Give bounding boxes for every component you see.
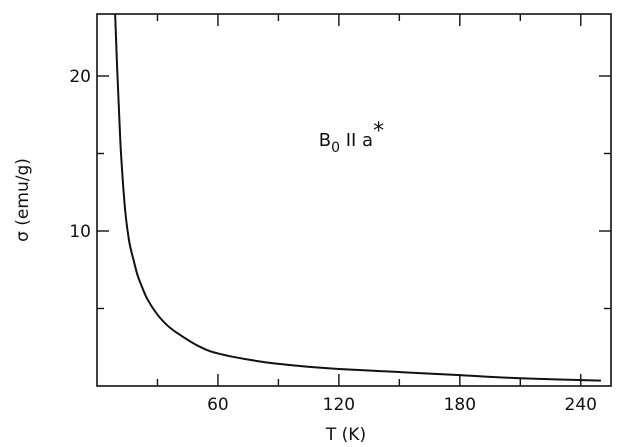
data-point xyxy=(128,241,130,243)
data-point xyxy=(118,114,120,116)
y-tick-label: 20 xyxy=(69,67,91,87)
data-point xyxy=(166,324,168,326)
data-point xyxy=(132,258,134,260)
x-axis-label: T (K) xyxy=(325,425,366,445)
x-tick-label: 120 xyxy=(323,395,355,415)
data-point xyxy=(114,13,116,15)
data-point xyxy=(257,360,259,362)
data-point xyxy=(197,345,199,347)
data-point xyxy=(519,377,521,379)
x-tick-label: 180 xyxy=(444,395,476,415)
tick-labels: 60 120 180 240 10 20 xyxy=(69,67,597,415)
series-line xyxy=(114,13,601,382)
data-point xyxy=(176,332,178,334)
data-point xyxy=(140,284,142,286)
data-point xyxy=(116,67,118,69)
data-point xyxy=(156,314,158,316)
y-tick-label: 10 xyxy=(69,222,91,242)
data-point xyxy=(146,298,148,300)
annotation-main: B xyxy=(319,130,331,151)
ticks xyxy=(97,14,611,386)
annotation-superscript: * xyxy=(373,119,384,144)
data-point xyxy=(600,379,602,381)
x-tick-label: 240 xyxy=(565,395,597,415)
series-points xyxy=(114,13,602,382)
plot-frame xyxy=(96,13,612,387)
data-point xyxy=(120,155,122,157)
data-point xyxy=(338,368,340,370)
x-tick-label: 60 xyxy=(207,395,229,415)
data-point xyxy=(297,365,299,367)
data-point xyxy=(459,374,461,376)
annotation-rest: II a xyxy=(340,130,373,151)
y-axis-label: σ (emu/g) xyxy=(13,158,33,242)
data-point xyxy=(124,210,126,212)
annotation-subscript: 0 xyxy=(331,140,340,156)
field-annotation: B0 II a* xyxy=(319,119,384,156)
data-point xyxy=(398,371,400,373)
data-point xyxy=(136,273,138,275)
data-point xyxy=(217,352,219,354)
